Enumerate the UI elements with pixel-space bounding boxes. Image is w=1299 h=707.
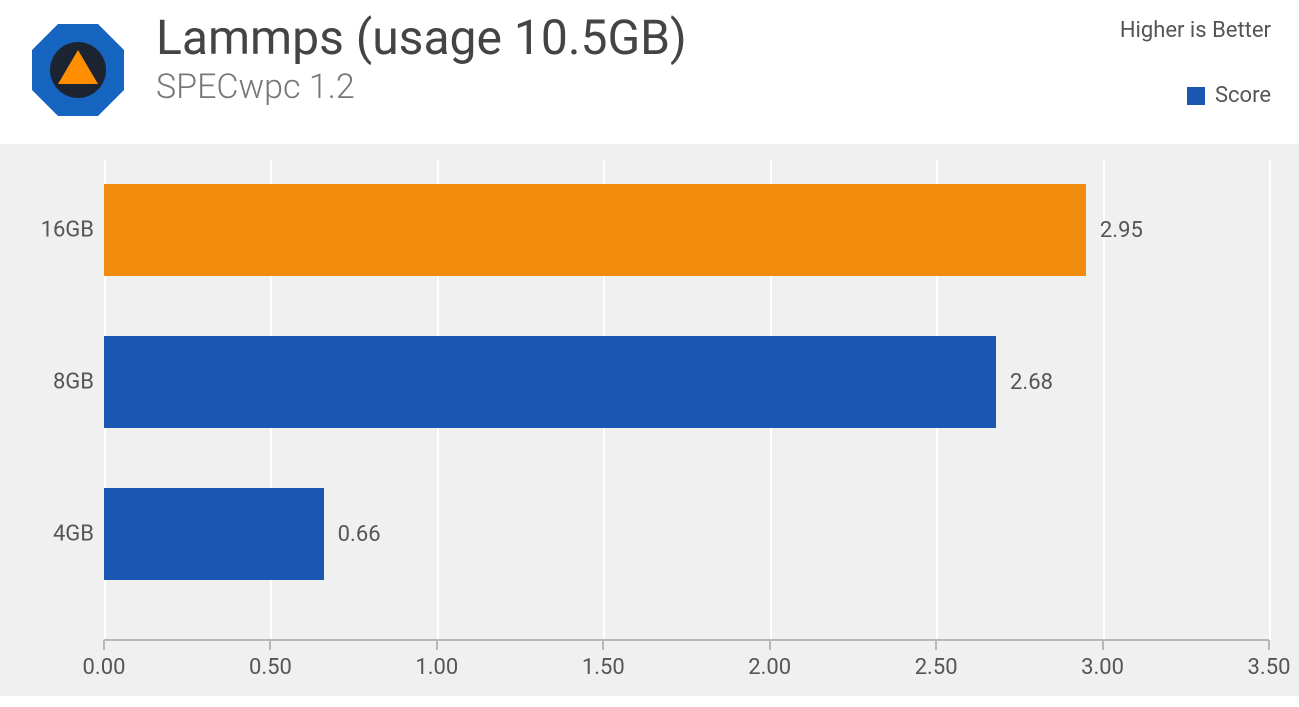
x-tick — [1268, 640, 1270, 650]
chart-subtitle: SPECwpc 1.2 — [156, 67, 1120, 107]
legend: Score — [1120, 83, 1271, 108]
bar-value-label: 0.66 — [338, 522, 381, 547]
bar-value-label: 2.95 — [1100, 218, 1143, 243]
bar-value-label: 2.68 — [1010, 370, 1053, 395]
title-block: Lammps (usage 10.5GB) SPECwpc 1.2 — [156, 12, 1120, 107]
x-tick-label: 2.50 — [915, 655, 958, 680]
chart-header: Lammps (usage 10.5GB) SPECwpc 1.2 Higher… — [0, 0, 1299, 144]
x-tick-label: 1.00 — [415, 655, 458, 680]
x-tick-label: 1.50 — [582, 655, 625, 680]
bar — [104, 336, 996, 428]
bar-row: 0.66 — [104, 488, 381, 580]
plot-region: 2.95 2.68 0.66 — [104, 160, 1269, 640]
chart-area: 2.95 2.68 0.66 0.00 0.50 1.00 1.50 2.00 2.50 3.0… — [0, 144, 1299, 696]
x-tick — [602, 640, 604, 650]
header-right: Higher is Better Score — [1120, 12, 1271, 108]
x-tick — [436, 640, 438, 650]
x-tick — [269, 640, 271, 650]
bar — [104, 488, 324, 580]
x-tick-label: 3.50 — [1248, 655, 1291, 680]
y-category-label: 8GB — [0, 370, 94, 395]
x-tick — [1102, 640, 1104, 650]
legend-label: Score — [1215, 83, 1271, 108]
y-category-label: 4GB — [0, 522, 94, 547]
bar — [104, 184, 1086, 276]
x-tick — [769, 640, 771, 650]
x-axis-line — [104, 639, 1269, 641]
x-tick — [935, 640, 937, 650]
chart-title: Lammps (usage 10.5GB) — [156, 12, 1120, 65]
benchmark-logo-icon — [28, 20, 128, 120]
bar-row: 2.68 — [104, 336, 1053, 428]
logo — [28, 20, 128, 124]
bar-row: 2.95 — [104, 184, 1143, 276]
x-tick-label: 3.00 — [1081, 655, 1124, 680]
grid-line — [1269, 160, 1271, 640]
legend-swatch-icon — [1187, 87, 1205, 105]
x-tick-label: 2.00 — [748, 655, 791, 680]
x-tick-label: 0.50 — [249, 655, 292, 680]
x-tick-label: 0.00 — [83, 655, 126, 680]
better-direction-note: Higher is Better — [1120, 18, 1271, 43]
y-category-label: 16GB — [0, 218, 94, 243]
x-tick — [103, 640, 105, 650]
